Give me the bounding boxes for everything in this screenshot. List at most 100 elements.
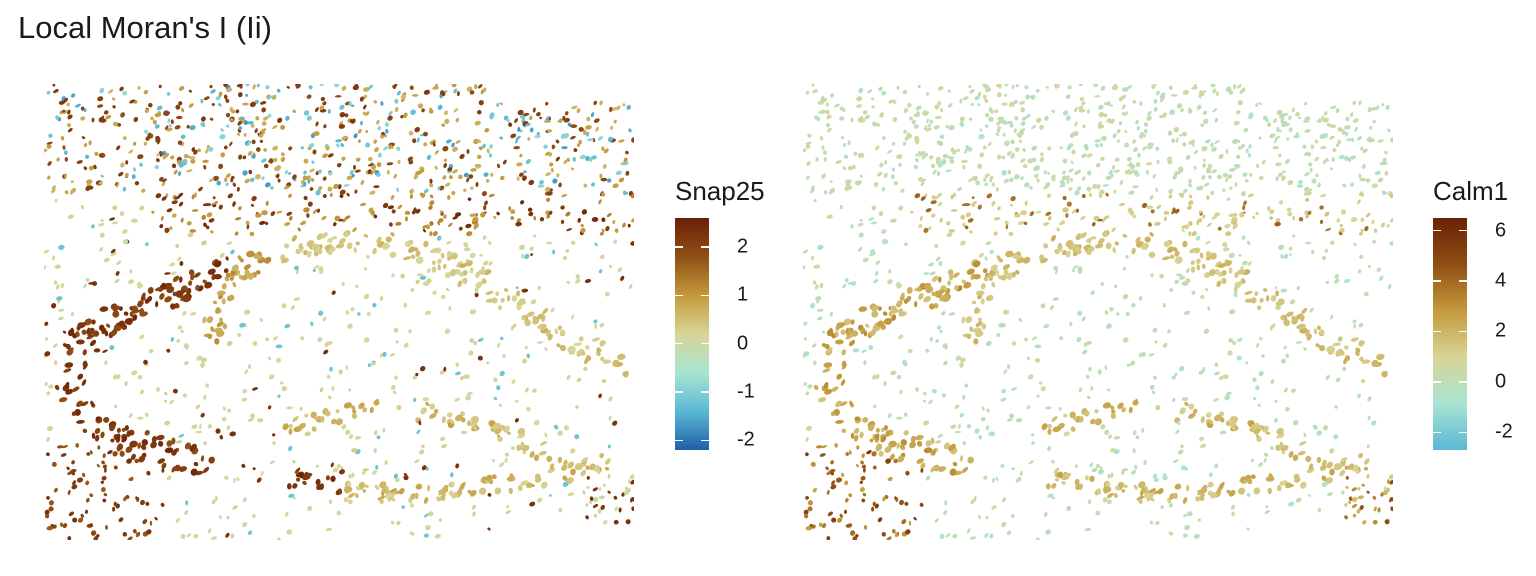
cell-point: [346, 481, 352, 488]
cell-point: [533, 215, 536, 221]
cell-point: [288, 428, 293, 435]
cell-point: [137, 442, 141, 450]
cell-point: [102, 464, 107, 469]
cell-point: [429, 221, 434, 226]
cell-point: [429, 194, 434, 199]
cell-point: [96, 104, 104, 108]
cell-point: [140, 499, 145, 506]
cell-point: [216, 330, 225, 338]
cell-point: [1259, 297, 1264, 303]
cell-point: [1381, 161, 1388, 166]
cell-point: [896, 442, 900, 450]
cell-point: [76, 339, 85, 345]
cell-point: [154, 516, 158, 521]
cell-point: [207, 268, 216, 275]
cell-point: [1153, 106, 1158, 113]
cell-point: [469, 252, 476, 259]
cell-point: [1001, 497, 1006, 503]
cell-point: [556, 173, 560, 178]
cell-point: [455, 140, 461, 144]
cell-point: [148, 102, 153, 108]
cell-point: [829, 189, 833, 195]
cell-point: [879, 112, 884, 118]
cell-point: [935, 464, 940, 472]
cell-point: [1153, 375, 1157, 380]
cell-point: [99, 246, 104, 252]
cell-point: [1240, 143, 1246, 149]
cell-point: [606, 178, 612, 183]
cell-point: [967, 218, 974, 223]
cell-point: [920, 282, 925, 289]
cell-point: [831, 480, 836, 486]
cell-point: [830, 460, 834, 465]
cell-point: [1206, 222, 1212, 227]
cell-point: [365, 142, 371, 148]
cell-point: [423, 513, 430, 518]
cell-point: [811, 255, 815, 261]
cell-point: [1233, 163, 1241, 168]
cell-point: [477, 337, 484, 342]
cell-point: [64, 362, 74, 368]
cell-point: [826, 347, 833, 354]
cell-point: [325, 145, 330, 151]
cell-point: [1336, 218, 1340, 223]
cell-point: [409, 85, 414, 90]
cell-point: [186, 533, 192, 538]
cell-point: [1047, 215, 1052, 221]
cell-point: [1229, 168, 1236, 172]
cell-point: [44, 337, 49, 341]
cell-point: [1146, 115, 1152, 121]
cell-point: [1232, 84, 1237, 90]
cell-point: [1153, 98, 1158, 104]
cell-point: [110, 423, 116, 431]
cell-point: [1364, 226, 1369, 232]
cell-point: [1181, 131, 1187, 137]
cell-point: [466, 420, 472, 426]
cell-point: [1389, 241, 1393, 246]
cell-point: [847, 140, 851, 146]
cell-point: [1316, 118, 1323, 123]
cell-point: [1141, 487, 1146, 494]
cell-point: [334, 215, 341, 222]
cell-point: [529, 501, 536, 507]
cell-point: [373, 139, 377, 144]
cell-point: [315, 121, 319, 127]
cell-point: [349, 434, 354, 440]
cell-point: [840, 136, 845, 140]
cell-point: [362, 111, 366, 116]
cell-point: [1340, 209, 1347, 215]
cell-point: [469, 267, 474, 274]
cell-point: [457, 280, 463, 288]
cell-point: [499, 102, 503, 106]
cell-point: [805, 90, 810, 95]
cell-point: [122, 186, 127, 192]
cell-point: [47, 161, 52, 166]
cell-point: [1137, 152, 1141, 158]
cell-point: [390, 384, 396, 390]
cell-point: [858, 87, 864, 94]
cell-point: [984, 112, 990, 118]
cell-point: [122, 136, 127, 140]
cell-point: [823, 362, 833, 368]
cell-point: [479, 253, 483, 257]
cell-point: [959, 455, 964, 462]
cell-point: [189, 229, 197, 233]
cell-point: [809, 303, 816, 309]
cell-point: [360, 179, 365, 186]
cell-point: [1141, 351, 1146, 357]
cell-point: [898, 311, 907, 317]
cell-point: [871, 205, 877, 211]
cell-point: [923, 272, 930, 275]
snap25-legend: Snap25 2 1 0 -1 -2: [675, 176, 825, 466]
cell-point: [600, 504, 605, 511]
cell-point: [922, 399, 927, 403]
cell-point: [805, 141, 812, 145]
cell-point: [1381, 103, 1385, 107]
cell-point: [1080, 215, 1086, 221]
cell-point: [242, 522, 248, 528]
cell-point: [1236, 337, 1243, 342]
cell-point: [889, 453, 895, 461]
cell-point: [517, 126, 521, 132]
cell-point: [353, 246, 357, 254]
cell-point: [830, 411, 835, 417]
